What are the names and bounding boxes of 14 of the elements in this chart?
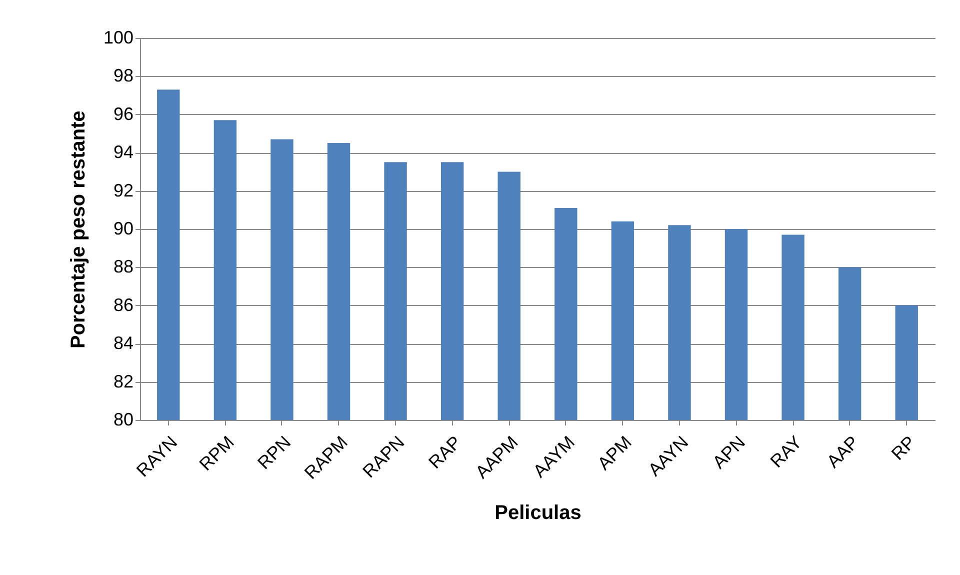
y-tick-label: 96 <box>113 104 134 124</box>
y-tick-label: 82 <box>113 371 134 392</box>
x-axis-title: Peliculas <box>494 502 582 524</box>
y-axis-title: Porcentaje peso restante <box>67 110 90 348</box>
x-tick-label: RP <box>888 432 920 464</box>
y-tick-label: 84 <box>113 333 134 354</box>
y-tick-label: 94 <box>113 142 134 162</box>
y-tick-label: 80 <box>113 410 134 430</box>
y-tick-label: 100 <box>103 28 134 48</box>
y-tick-label: 90 <box>113 218 134 238</box>
y-tick-label: 88 <box>113 256 134 277</box>
y-tick-label: 92 <box>113 180 134 200</box>
y-tick-label: 86 <box>113 294 134 315</box>
y-tick-label: 98 <box>113 66 134 86</box>
